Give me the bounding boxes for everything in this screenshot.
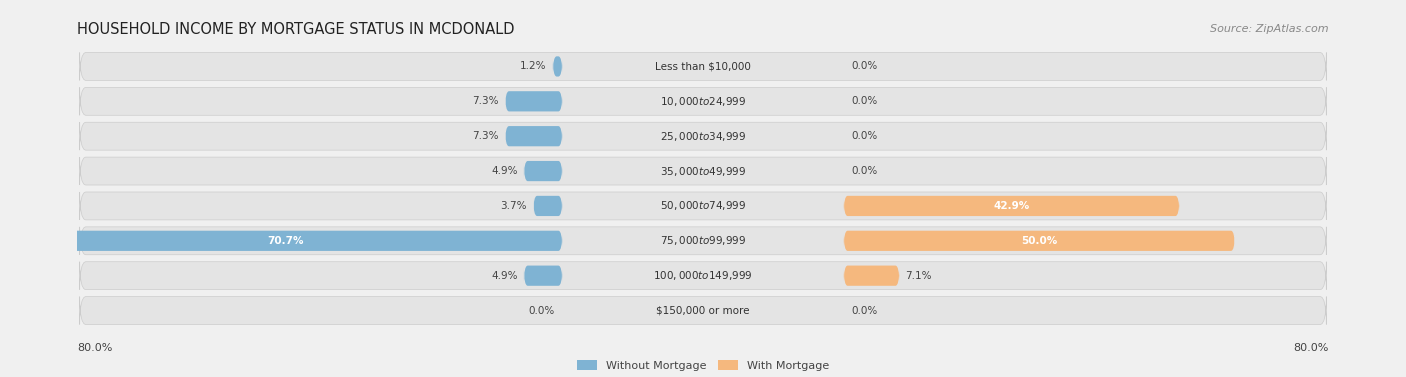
Text: $10,000 to $24,999: $10,000 to $24,999 [659, 95, 747, 108]
Text: 3.7%: 3.7% [501, 201, 527, 211]
FancyBboxPatch shape [80, 297, 1326, 325]
FancyBboxPatch shape [533, 196, 562, 216]
FancyBboxPatch shape [844, 196, 1180, 216]
Text: HOUSEHOLD INCOME BY MORTGAGE STATUS IN MCDONALD: HOUSEHOLD INCOME BY MORTGAGE STATUS IN M… [77, 22, 515, 37]
Text: $150,000 or more: $150,000 or more [657, 305, 749, 316]
Text: 0.0%: 0.0% [852, 131, 877, 141]
Text: 80.0%: 80.0% [1294, 343, 1329, 352]
Text: 70.7%: 70.7% [267, 236, 304, 246]
FancyBboxPatch shape [524, 161, 562, 181]
Text: 7.3%: 7.3% [472, 131, 499, 141]
Text: 0.0%: 0.0% [852, 61, 877, 72]
Text: 0.0%: 0.0% [852, 166, 877, 176]
FancyBboxPatch shape [80, 157, 1326, 185]
Text: 4.9%: 4.9% [491, 166, 517, 176]
FancyBboxPatch shape [505, 91, 562, 112]
FancyBboxPatch shape [553, 56, 562, 77]
Text: 4.9%: 4.9% [491, 271, 517, 281]
Text: $50,000 to $74,999: $50,000 to $74,999 [659, 199, 747, 212]
FancyBboxPatch shape [80, 52, 1326, 80]
FancyBboxPatch shape [80, 192, 1326, 220]
FancyBboxPatch shape [524, 265, 562, 286]
Text: 0.0%: 0.0% [852, 305, 877, 316]
FancyBboxPatch shape [844, 265, 900, 286]
Text: 0.0%: 0.0% [529, 305, 554, 316]
FancyBboxPatch shape [80, 262, 1326, 290]
Text: 1.2%: 1.2% [520, 61, 547, 72]
Text: 42.9%: 42.9% [994, 201, 1029, 211]
Text: 7.1%: 7.1% [905, 271, 932, 281]
Text: 0.0%: 0.0% [852, 96, 877, 106]
Text: 7.3%: 7.3% [472, 96, 499, 106]
Text: 80.0%: 80.0% [77, 343, 112, 352]
FancyBboxPatch shape [80, 227, 1326, 255]
Text: 50.0%: 50.0% [1021, 236, 1057, 246]
FancyBboxPatch shape [844, 231, 1234, 251]
Legend: Without Mortgage, With Mortgage: Without Mortgage, With Mortgage [572, 356, 834, 375]
Text: Less than $10,000: Less than $10,000 [655, 61, 751, 72]
FancyBboxPatch shape [505, 126, 562, 146]
Text: $25,000 to $34,999: $25,000 to $34,999 [659, 130, 747, 143]
FancyBboxPatch shape [80, 122, 1326, 150]
Text: $75,000 to $99,999: $75,000 to $99,999 [659, 234, 747, 247]
Text: Source: ZipAtlas.com: Source: ZipAtlas.com [1211, 25, 1329, 34]
Text: $100,000 to $149,999: $100,000 to $149,999 [654, 269, 752, 282]
Text: $35,000 to $49,999: $35,000 to $49,999 [659, 165, 747, 178]
FancyBboxPatch shape [80, 87, 1326, 115]
FancyBboxPatch shape [10, 231, 562, 251]
